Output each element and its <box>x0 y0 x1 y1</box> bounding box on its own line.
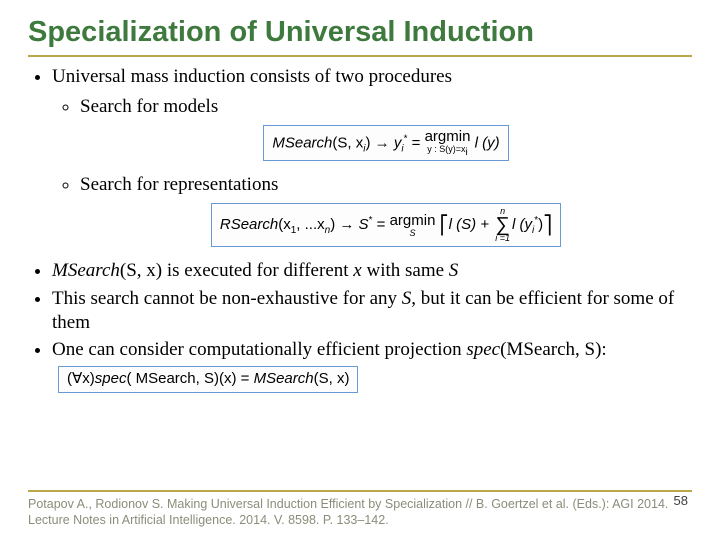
bullet-1b-text: Search for representations <box>80 174 278 195</box>
formula-spec: (∀x)spec( MSearch, S)(x) = MSearch(S, x) <box>58 366 358 393</box>
bullet-list: Universal mass induction consists of two… <box>28 65 692 399</box>
formula-rsearch: RSearch(x1, ...xn) → S* = argminS ⎡l (S)… <box>211 203 561 247</box>
bullet-1b: Search for representations RSearch(x1, .… <box>80 173 692 253</box>
bullet-3: This search cannot be non-exhaustive for… <box>52 287 692 335</box>
slide-title: Specialization of Universal Induction <box>28 16 692 57</box>
bullet-1a-text: Search for models <box>80 96 218 117</box>
bullet-1-text: Universal mass induction consists of two… <box>52 66 452 87</box>
bullet-1a: Search for models MSearch(S, xi) → yi* =… <box>80 95 692 168</box>
formula-msearch: MSearch(S, xi) → yi* = argminy : S(y)=xi… <box>263 125 508 162</box>
bullet-2: MSearch(S, x) is executed for different … <box>52 259 692 283</box>
bullet-4: One can consider computationally efficie… <box>52 338 692 399</box>
bullet-1: Universal mass induction consists of two… <box>52 65 692 253</box>
footer-citation: Potapov A., Rodionov S. Making Universal… <box>28 490 692 529</box>
